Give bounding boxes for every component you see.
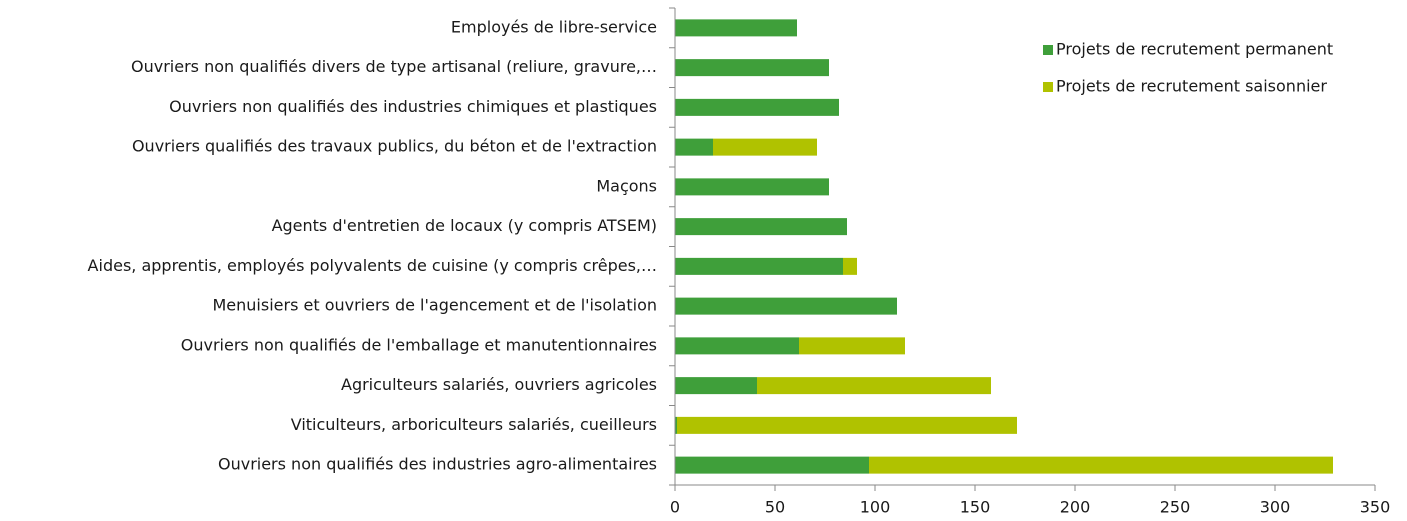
legend-swatch	[1043, 45, 1053, 55]
category-label: Ouvriers non qualifiés des industries ag…	[218, 455, 657, 474]
bar-segment	[675, 377, 757, 395]
x-tick-label: 50	[765, 498, 785, 517]
x-tick-label: 250	[1160, 498, 1191, 517]
category-label: Employés de libre-service	[451, 17, 657, 36]
category-label: Agents d'entretien de locaux (y compris …	[272, 216, 657, 235]
category-label: Menuisiers et ouvriers de l'agencement e…	[212, 296, 657, 315]
category-label: Viticulteurs, arboriculteurs salariés, c…	[291, 415, 657, 434]
legend-swatch	[1043, 82, 1053, 92]
x-tick-label: 150	[960, 498, 991, 517]
x-tick-label: 100	[860, 498, 891, 517]
bar-segment	[675, 456, 869, 474]
bar-segment	[675, 59, 829, 77]
bar-segment	[675, 297, 897, 315]
legend-label: Projets de recrutement permanent	[1056, 40, 1333, 59]
category-label: Maçons	[596, 176, 657, 195]
x-tick-label: 300	[1260, 498, 1291, 517]
bar-segment	[675, 98, 839, 116]
category-label: Ouvriers qualifiés des travaux publics, …	[132, 137, 657, 156]
category-label: Ouvriers non qualifiés divers de type ar…	[131, 57, 657, 76]
bar-segment	[757, 377, 991, 395]
legend-label: Projets de recrutement saisonnier	[1056, 77, 1327, 96]
bar-segment	[675, 218, 847, 236]
x-tick-label: 350	[1360, 498, 1391, 517]
bar-segment	[843, 257, 857, 275]
bar-segment	[675, 178, 829, 196]
bar-segment	[713, 138, 817, 156]
category-label: Ouvriers non qualifiés des industries ch…	[169, 97, 657, 116]
category-label: Ouvriers non qualifiés de l'emballage et…	[181, 335, 657, 354]
category-label: Aides, apprentis, employés polyvalents d…	[88, 256, 657, 275]
bar-segment	[675, 416, 677, 434]
bar-segment	[869, 456, 1333, 474]
bar-segment	[675, 257, 843, 275]
bar-segment	[675, 19, 797, 37]
x-tick-label: 200	[1060, 498, 1091, 517]
x-tick-label: 0	[670, 498, 680, 517]
bar-segment	[799, 337, 905, 355]
bar-segment	[677, 416, 1017, 434]
bar-segment	[675, 138, 713, 156]
category-label: Agriculteurs salariés, ouvriers agricole…	[341, 375, 657, 394]
bar-segment	[675, 337, 799, 355]
